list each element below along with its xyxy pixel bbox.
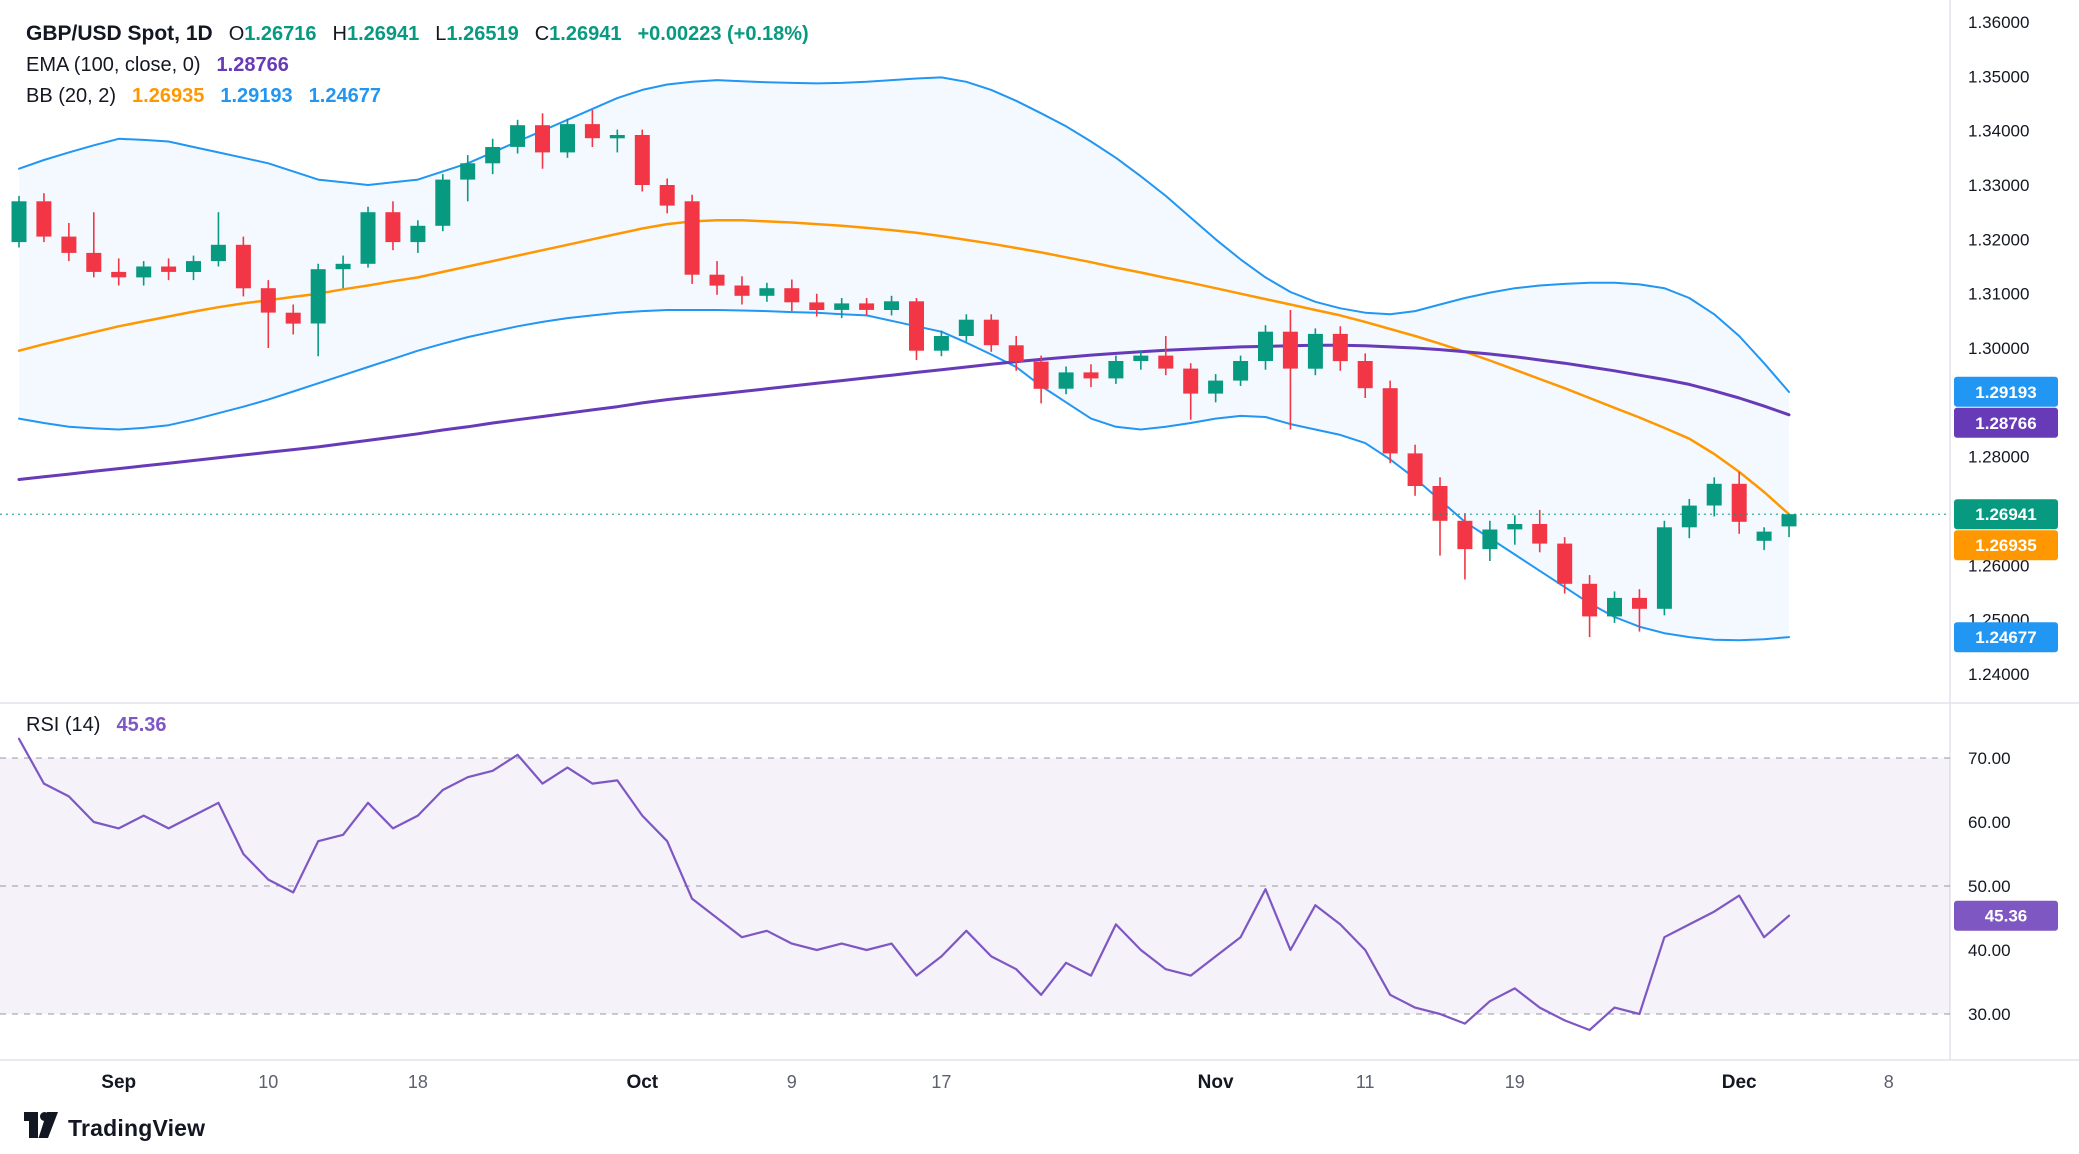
price-axis-badge: 1.29193	[1954, 376, 2058, 407]
time-axis-label: 11	[1356, 1072, 1375, 1092]
price-axis-badge: 1.24677	[1954, 622, 2058, 653]
ema-value: 1.28766	[216, 54, 289, 76]
svg-text:45.36: 45.36	[1985, 907, 2028, 926]
price-axis-badge: 1.26935	[1954, 530, 2058, 561]
ohlc-close: C1.26941	[534, 23, 622, 45]
chart-legend: GBP/USD Spot, 1D O1.26716 H1.26941 L1.26…	[26, 22, 809, 108]
ohlc-high: H1.26941	[332, 23, 420, 45]
price-tick-label: 1.35000	[1968, 67, 2029, 86]
rsi-axis-badge: 45.36	[1954, 900, 2058, 931]
time-axis-label: Nov	[1198, 1072, 1234, 1093]
bb-fill	[19, 77, 1790, 641]
rsi-tick-label: 70.00	[1968, 749, 2011, 768]
ema-line	[17, 343, 1791, 481]
bb-upper-value: 1.29193	[220, 85, 293, 107]
svg-text:1.26935: 1.26935	[1975, 536, 2036, 555]
price-change: +0.00223 (+0.18%)	[637, 23, 809, 45]
price-tick-label: 1.31000	[1968, 285, 2029, 304]
rsi-pane[interactable]: 70.00 60.00 50.00 40.00 30.00 45.36	[0, 737, 2058, 1032]
tradingview-logo-icon	[24, 1112, 58, 1144]
price-axis[interactable]: 1.36000 1.35000 1.34000 1.33000 1.32000 1.310…	[1954, 13, 2058, 684]
bb-upper-line	[18, 76, 1791, 393]
rsi-tick-label: 50.00	[1968, 877, 2011, 896]
price-axis-badge: 1.28766	[1954, 407, 2058, 438]
price-tick-label: 1.34000	[1968, 122, 2029, 141]
time-axis-label: 10	[258, 1072, 278, 1092]
tradingview-brand-text: TradingView	[68, 1114, 206, 1141]
price-axis-badge: 1.26941	[1954, 499, 2058, 530]
bb-basis-value: 1.26935	[132, 85, 205, 107]
time-axis-label: 17	[931, 1072, 951, 1092]
ema-indicator-title[interactable]: EMA (100, close, 0)	[26, 54, 201, 76]
time-axis[interactable]: Sep 10 18 Oct 9 17 Nov 11 19 Dec 8	[101, 1072, 1894, 1093]
ema-row: EMA (100, close, 0) 1.28766	[26, 54, 809, 77]
tradingview-attribution[interactable]: TradingView	[24, 1112, 205, 1144]
rsi-value: 45.36	[116, 714, 167, 736]
time-axis-label: 18	[408, 1072, 428, 1092]
svg-text:1.28766: 1.28766	[1975, 414, 2036, 433]
price-pane[interactable]	[0, 76, 1950, 642]
rsi-line	[17, 737, 1791, 1032]
price-tick-label: 1.30000	[1968, 339, 2029, 358]
time-axis-label: 9	[787, 1072, 797, 1092]
candlestick-series	[11, 110, 1797, 638]
price-tick-label: 1.24000	[1968, 665, 2029, 684]
rsi-indicator-title[interactable]: RSI (14)	[26, 714, 101, 736]
svg-text:1.29193: 1.29193	[1975, 383, 2036, 402]
symbol-title[interactable]: GBP/USD Spot, 1D	[26, 22, 213, 45]
rsi-tick-label: 30.00	[1968, 1005, 2011, 1024]
time-axis-label: Dec	[1722, 1072, 1757, 1093]
price-tick-label: 1.32000	[1968, 230, 2029, 249]
ohlc-open: O1.26716	[228, 23, 317, 45]
svg-text:1.24677: 1.24677	[1975, 628, 2036, 647]
price-tick-label: 1.26000	[1968, 556, 2029, 575]
bb-indicator-title[interactable]: BB (20, 2)	[26, 85, 117, 107]
bb-row: BB (20, 2) 1.26935 1.29193 1.24677	[26, 85, 809, 108]
time-axis-label: Sep	[101, 1072, 136, 1093]
ohlc-low: L1.26519	[435, 23, 519, 45]
bb-lower-value: 1.24677	[308, 85, 381, 107]
time-axis-label: 8	[1884, 1072, 1894, 1092]
price-tick-label: 1.33000	[1968, 176, 2029, 195]
time-axis-label: Oct	[626, 1072, 658, 1093]
rsi-tick-label: 40.00	[1968, 941, 2011, 960]
price-tick-label: 1.28000	[1968, 448, 2029, 467]
svg-text:1.26941: 1.26941	[1975, 505, 2036, 524]
time-axis-label: 19	[1505, 1072, 1525, 1092]
price-tick-label: 1.36000	[1968, 13, 2029, 32]
rsi-tick-label: 60.00	[1968, 813, 2011, 832]
rsi-legend: RSI (14) 45.36	[26, 714, 167, 737]
symbol-row: GBP/USD Spot, 1D O1.26716 H1.26941 L1.26…	[26, 22, 809, 46]
